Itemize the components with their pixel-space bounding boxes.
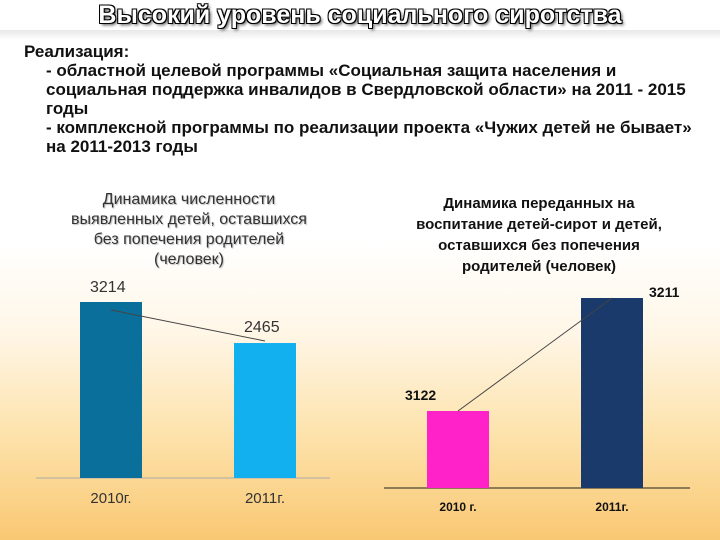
right-trend-line: [457, 297, 613, 412]
left-bar-value-label: 2465: [244, 319, 280, 336]
title-bar: [0, 30, 720, 40]
right-category-label: 2010 г.: [439, 500, 476, 514]
left-bar-2010г.: [80, 302, 142, 478]
body-text: Реализация: - областной целевой программ…: [24, 42, 710, 156]
body-heading: Реализация:: [24, 42, 130, 61]
right-chart-title: Динамика переданных на воспитание детей-…: [416, 195, 662, 275]
left-chart-title: Динамика численности выявленных детей, о…: [71, 191, 307, 268]
left-bar-2011г.: [234, 343, 296, 478]
program-item-2: - комплексной программы по реализации пр…: [46, 118, 692, 156]
right-bar-value-label: 3211: [649, 284, 680, 300]
program-item-1: - областной целевой программы «Социальна…: [46, 61, 686, 118]
left-trend-line: [110, 309, 266, 342]
slide-title: Высокий уровень социального сиротства: [98, 1, 622, 29]
right-category-label: 2011г.: [595, 500, 628, 514]
left-bar-value-label: 3214: [90, 279, 126, 296]
right-bar-value-label: 3122: [405, 387, 436, 403]
left-category-label: 2010г.: [90, 490, 131, 507]
right-bar-2010 г.: [427, 411, 489, 488]
right-bar-2011г.: [581, 298, 643, 488]
left-category-label: 2011г.: [245, 490, 285, 507]
